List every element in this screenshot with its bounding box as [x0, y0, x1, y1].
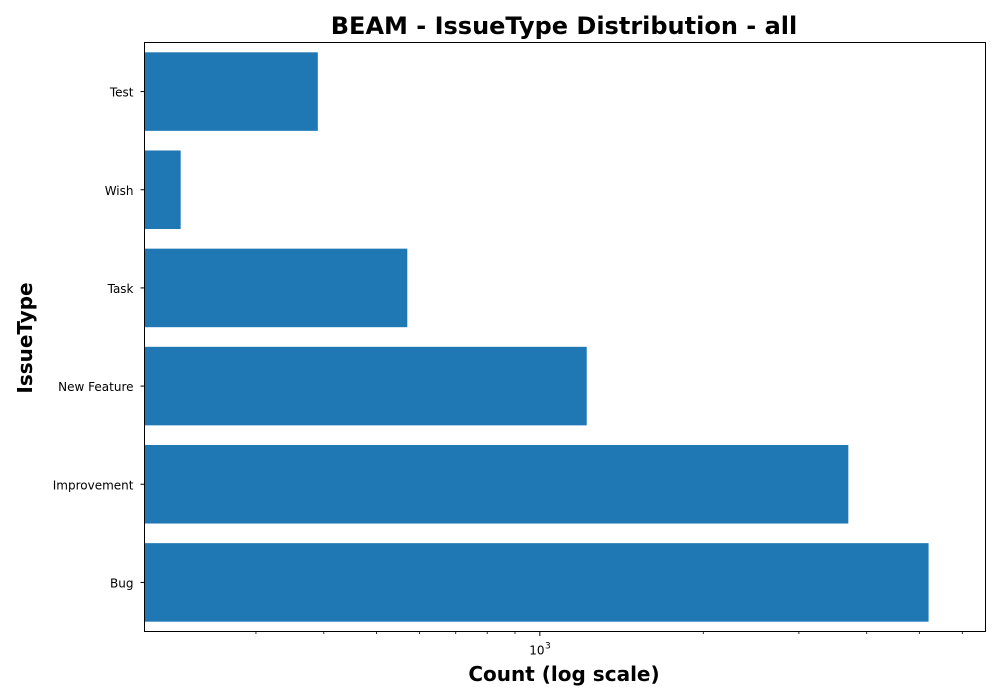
x-axis-label: Count (log scale): [468, 662, 659, 686]
bar-bug: [144, 543, 929, 622]
y-tick-label-wish: Wish: [105, 184, 134, 198]
bars-group: [144, 52, 929, 622]
x-tick-label: 10: [529, 644, 544, 658]
y-tick-label-task: Task: [107, 282, 134, 296]
bar-task: [144, 248, 408, 328]
bar-wish: [144, 150, 181, 230]
y-tick-label-bug: Bug: [110, 576, 133, 590]
bar-new-feature: [144, 346, 587, 426]
chart-title: BEAM - IssueType Distribution - all: [331, 12, 798, 40]
plot-area: [144, 42, 986, 632]
bar-improvement: [144, 444, 849, 524]
bar-test: [144, 52, 318, 131]
y-axis: Bug Improvement New Feature Task Wish Test: [53, 86, 145, 590]
y-axis-label: IssueType: [13, 282, 37, 393]
y-tick-label-test: Test: [109, 86, 134, 100]
y-tick-label-new-feature: New Feature: [58, 380, 133, 394]
y-tick-label-improvement: Improvement: [53, 478, 134, 492]
x-tick-label-exponent: 3: [545, 642, 551, 652]
plot-frame: [144, 42, 986, 632]
x-axis: 10 3: [255, 631, 963, 658]
